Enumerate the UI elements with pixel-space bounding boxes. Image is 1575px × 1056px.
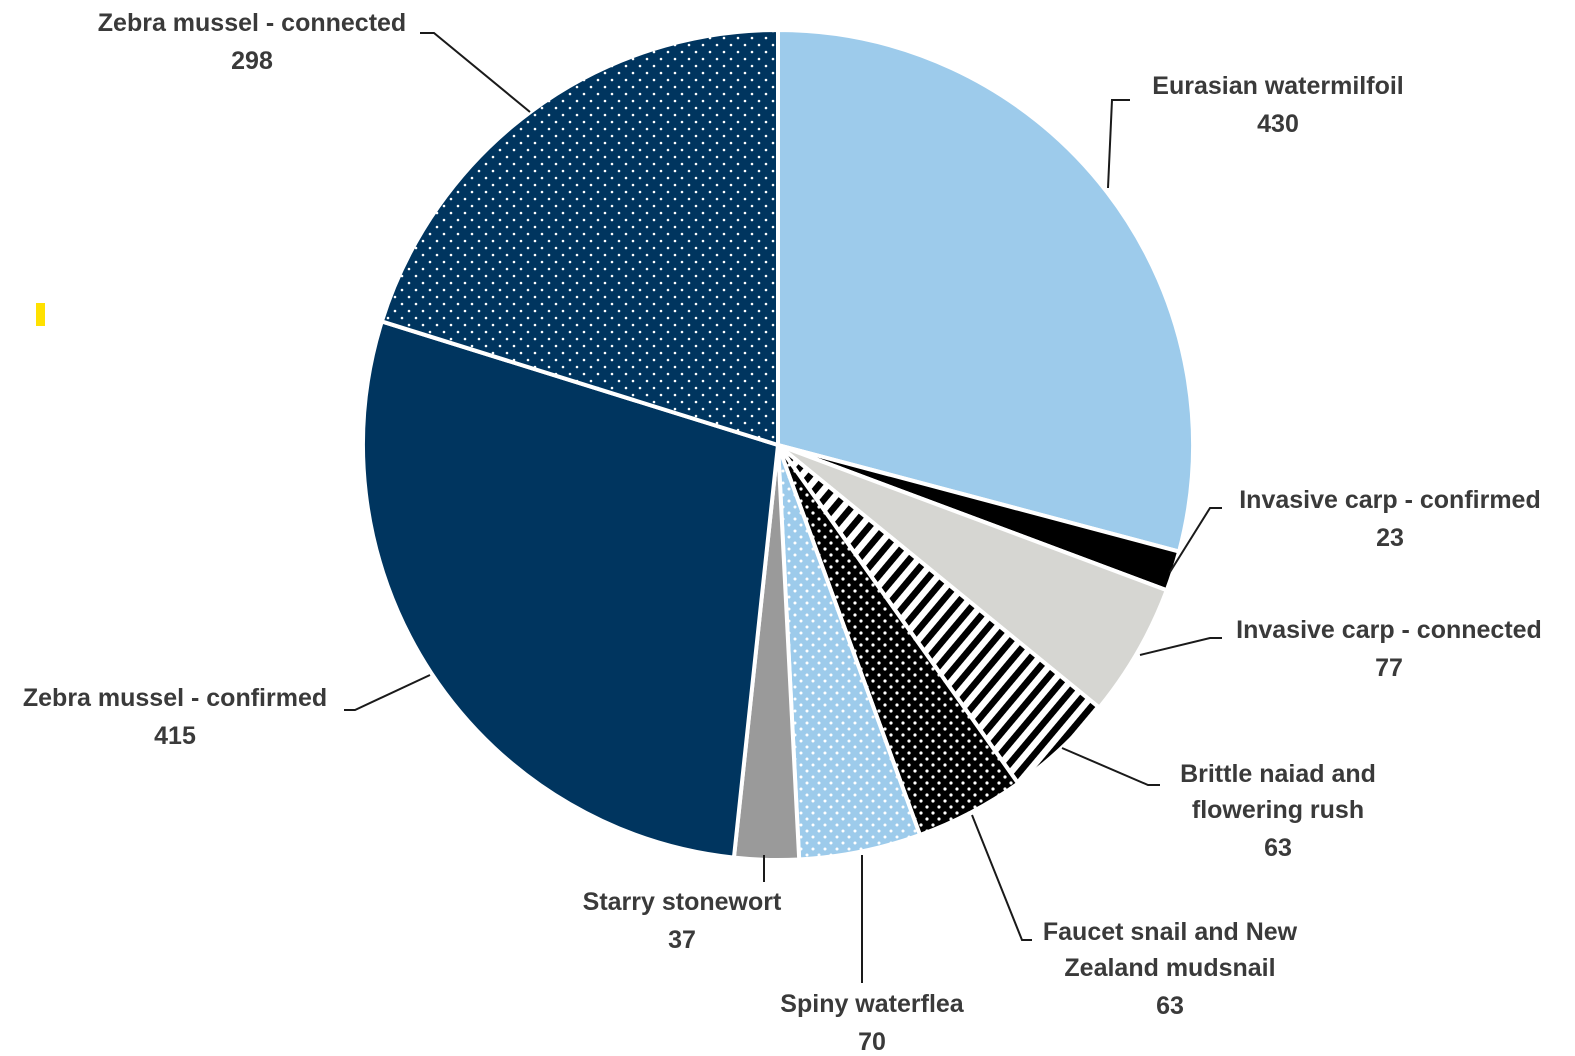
slice-label: Zebra mussel - confirmed [23,684,327,712]
leader-line [420,32,531,113]
slice-value: 63 [1264,834,1292,862]
leader-line [1107,99,1130,189]
pie-slice-zebra-mussel-confirmed [361,319,780,860]
slice-label: Brittle naiad and flowering rush [1180,760,1376,824]
slice-label: Faucet snail and New Zealand mudsnail [1043,918,1298,982]
yellow-marker [36,303,45,326]
leader-line [971,814,1032,941]
pie-slice-invasive-carp-connected [776,443,1169,710]
slice-label: Invasive carp - confirmed [1239,486,1541,514]
leader-line [344,674,431,711]
slice-label: Starry stonewort [583,888,782,916]
slice-label: Invasive carp - connected [1236,616,1542,644]
slice-value: 23 [1376,524,1404,552]
slice-value: 415 [154,722,196,750]
slice-value: 298 [231,47,273,75]
slice-value: 77 [1375,654,1403,682]
slice-label: Zebra mussel - connected [98,9,406,37]
pie-slices [361,28,1195,862]
leader-line [1169,507,1222,573]
pie-slice-zebra-mussel-connected [379,28,780,447]
slice-value: 70 [858,1028,886,1056]
slice-labels: Eurasian watermilfoil 430 Invasive carp - … [23,9,1542,1056]
slice-value: 37 [668,926,696,954]
leader-line [1139,637,1222,656]
slice-label: Spiny waterflea [780,990,964,1018]
leader-lines [344,32,1222,983]
slice-value: 430 [1257,110,1299,138]
slice-value: 63 [1156,992,1184,1020]
pie-slice-eurasian-watermilfoil [776,28,1195,554]
leader-line [1061,747,1160,786]
slice-label: Eurasian watermilfoil [1152,72,1403,100]
